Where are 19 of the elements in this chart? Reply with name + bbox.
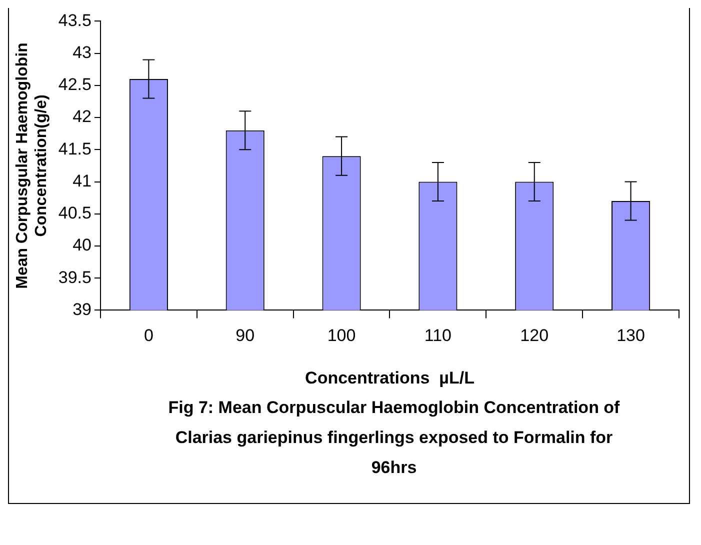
y-tick-label: 41 bbox=[72, 171, 92, 190]
caption: Fig 7: Mean Corpuscular Haemoglobin Concentration of Clarias gariepinus fingerlings exposed to Formalin for 96hrs bbox=[167, 397, 621, 479]
y-tick-label: 43 bbox=[72, 43, 92, 62]
x-tick-label: 100 bbox=[327, 326, 356, 346]
y-tick-label: 40 bbox=[72, 236, 92, 255]
y-tick-label: 39 bbox=[72, 300, 92, 319]
x-axis-title: Concentrations µL/L bbox=[305, 368, 474, 388]
y-tick-label: 43.5 bbox=[58, 10, 92, 30]
x-tick-label: 90 bbox=[236, 326, 255, 346]
y-tick-label: 42.5 bbox=[58, 75, 92, 94]
x-tick-label: 0 bbox=[144, 326, 154, 346]
y-tick-label: 39.5 bbox=[58, 268, 92, 287]
x-tick-label: 110 bbox=[424, 326, 452, 346]
x-tick-label: 120 bbox=[520, 326, 549, 346]
y-axis-title: Mean Corpusgular Haemoglobin Concentration(g/e) bbox=[14, 42, 50, 289]
y-tick-label: 42 bbox=[72, 107, 92, 126]
x-tick-label: 130 bbox=[616, 326, 645, 346]
y-tick-label: 40.5 bbox=[58, 204, 92, 223]
y-tick-label: 41.5 bbox=[58, 139, 92, 158]
